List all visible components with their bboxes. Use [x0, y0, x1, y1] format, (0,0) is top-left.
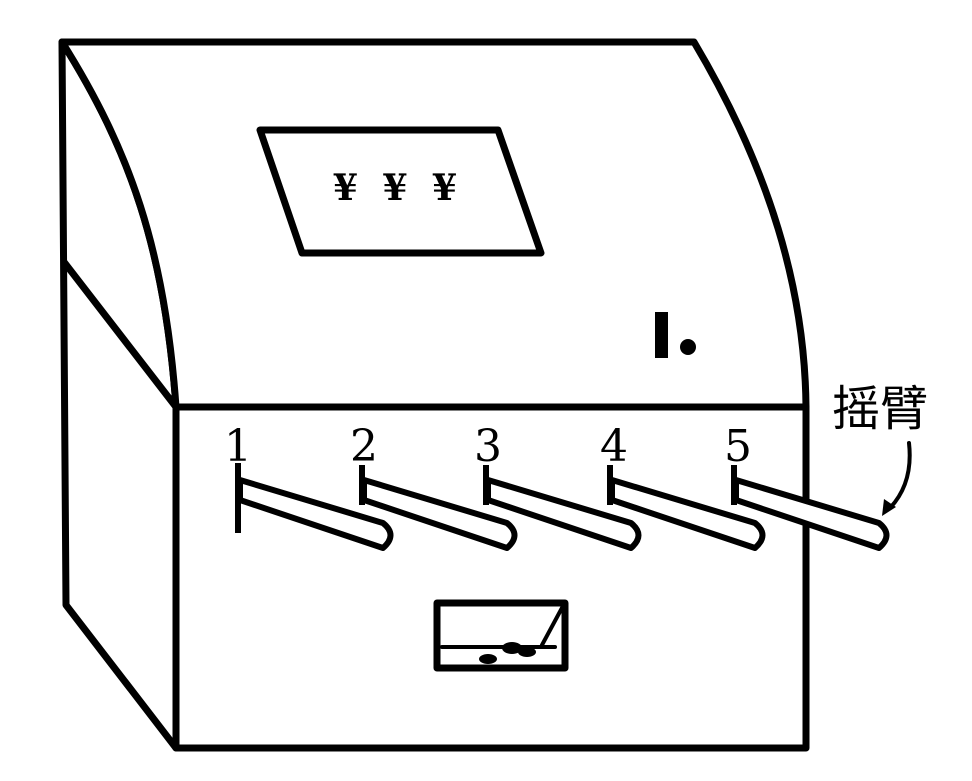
rocker-arm-callout-label: 摇臂 [832, 381, 928, 437]
lever-5-label: 5 [724, 421, 752, 472]
lever-1-arm[interactable] [237, 477, 394, 551]
lever-1-label: 1 [224, 421, 252, 472]
lever-1[interactable]: 1 [224, 421, 394, 551]
display-screen [256, 126, 545, 257]
lever-5[interactable]: 5 [724, 421, 890, 551]
lever-5-arm[interactable] [733, 477, 890, 551]
display-screen-text: ¥ ¥ ¥ [333, 167, 463, 209]
callout-arrow-head [882, 499, 896, 516]
coin-2 [502, 642, 522, 654]
lever-group: 1 2 3 4 5 [224, 421, 890, 551]
callout-arrow-line [888, 441, 912, 510]
side-panel-divider [60, 258, 180, 411]
lever-2-arm[interactable] [361, 477, 518, 551]
coin-tray[interactable] [433, 599, 569, 672]
coin-tray-chute [540, 604, 565, 647]
coin-3 [518, 647, 536, 657]
lever-3-arm[interactable] [485, 477, 642, 551]
coin-1 [479, 654, 497, 664]
coin-slot[interactable] [655, 312, 668, 358]
coin-tray-frame [433, 599, 569, 672]
lever-3[interactable]: 3 [474, 421, 642, 551]
machine-front-face [172, 403, 810, 752]
indicator-light [680, 339, 696, 355]
lever-2[interactable]: 2 [350, 421, 518, 551]
lever-4[interactable]: 4 [600, 421, 766, 551]
lever-2-label: 2 [350, 421, 378, 472]
lever-4-label: 4 [600, 421, 628, 472]
lever-3-label: 3 [474, 421, 502, 472]
lever-4-arm[interactable] [609, 477, 766, 551]
